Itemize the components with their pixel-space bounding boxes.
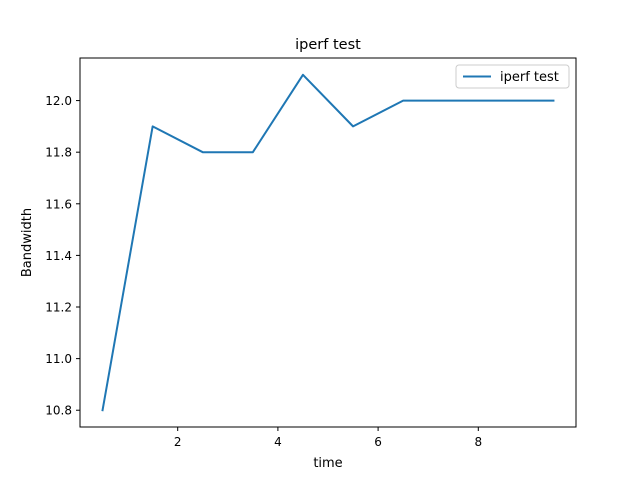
x-axis-label: time — [313, 456, 342, 471]
x-tick-label: 4 — [274, 435, 282, 449]
legend: iperf test — [455, 64, 570, 89]
plot-area: 2 4 6 8 10.8 11.0 11.2 11.4 11.6 11.8 12.0 — [45, 57, 577, 449]
legend-box — [455, 64, 570, 89]
y-axis-label: Bandwidth — [20, 208, 35, 277]
y-tick-label: 11.0 — [45, 352, 72, 366]
y-tick-label: 12.0 — [45, 94, 72, 108]
y-tick-label: 11.4 — [45, 249, 72, 263]
y-tick-label: 11.6 — [45, 197, 72, 211]
legend-label: iperf test — [500, 70, 559, 85]
x-tick-label: 8 — [474, 435, 482, 449]
y-tick-label: 11.8 — [45, 146, 72, 160]
axes-frame — [79, 57, 577, 428]
series-line-0 — [101, 73, 555, 412]
x-tick-label: 6 — [374, 435, 382, 449]
y-tick-label: 10.8 — [45, 404, 72, 418]
chart-title: iperf test — [295, 37, 361, 53]
x-tick-label: 2 — [174, 435, 182, 449]
y-tick-label: 11.2 — [45, 301, 72, 315]
